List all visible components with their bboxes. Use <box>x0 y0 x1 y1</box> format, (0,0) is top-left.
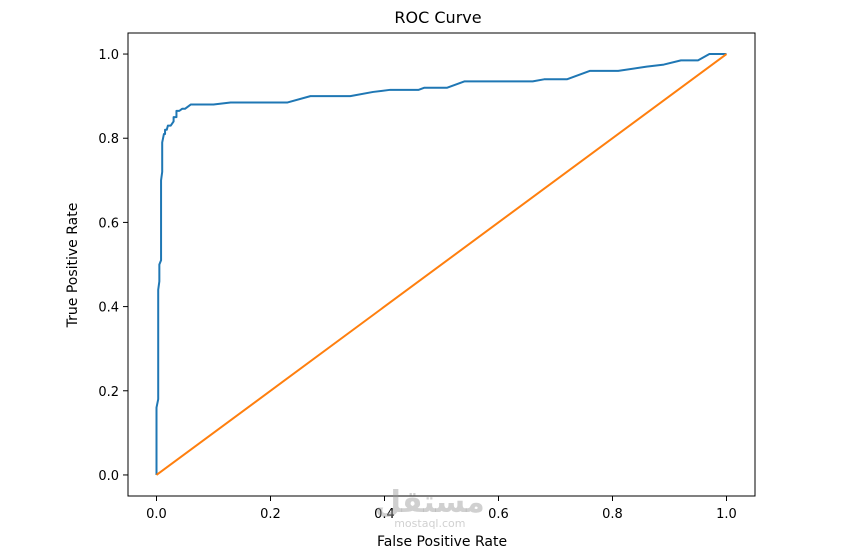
x-tick-label: 0.2 <box>260 507 281 522</box>
x-tick-label: 0.0 <box>146 507 167 522</box>
y-tick-label: 0.8 <box>98 132 119 147</box>
x-tick-label: 1.0 <box>716 507 737 522</box>
y-tick-label: 1.0 <box>98 48 119 63</box>
x-tick-label: 0.4 <box>374 507 395 522</box>
diagonal-reference-line <box>155 53 728 476</box>
axes-frame <box>127 32 756 497</box>
chart-title: ROC Curve <box>394 8 481 27</box>
y-tick-label: 0.6 <box>98 216 119 231</box>
x-tick-label: 0.8 <box>602 507 623 522</box>
x-axis-ticks: 0.0 0.2 0.4 0.6 0.8 1.0 <box>146 496 737 522</box>
x-axis-label: False Positive Rate <box>377 534 507 550</box>
y-tick-label: 0.4 <box>98 301 119 316</box>
y-tick-label: 0.2 <box>98 385 119 400</box>
y-axis-label: True Positive Rate <box>65 203 81 329</box>
roc-curve-line <box>155 53 727 475</box>
plot-lines <box>155 53 728 476</box>
y-tick-label: 0.0 <box>98 469 119 484</box>
y-axis-ticks: 0.0 0.2 0.4 0.6 0.8 1.0 <box>98 48 128 484</box>
x-tick-label: 0.6 <box>488 507 509 522</box>
